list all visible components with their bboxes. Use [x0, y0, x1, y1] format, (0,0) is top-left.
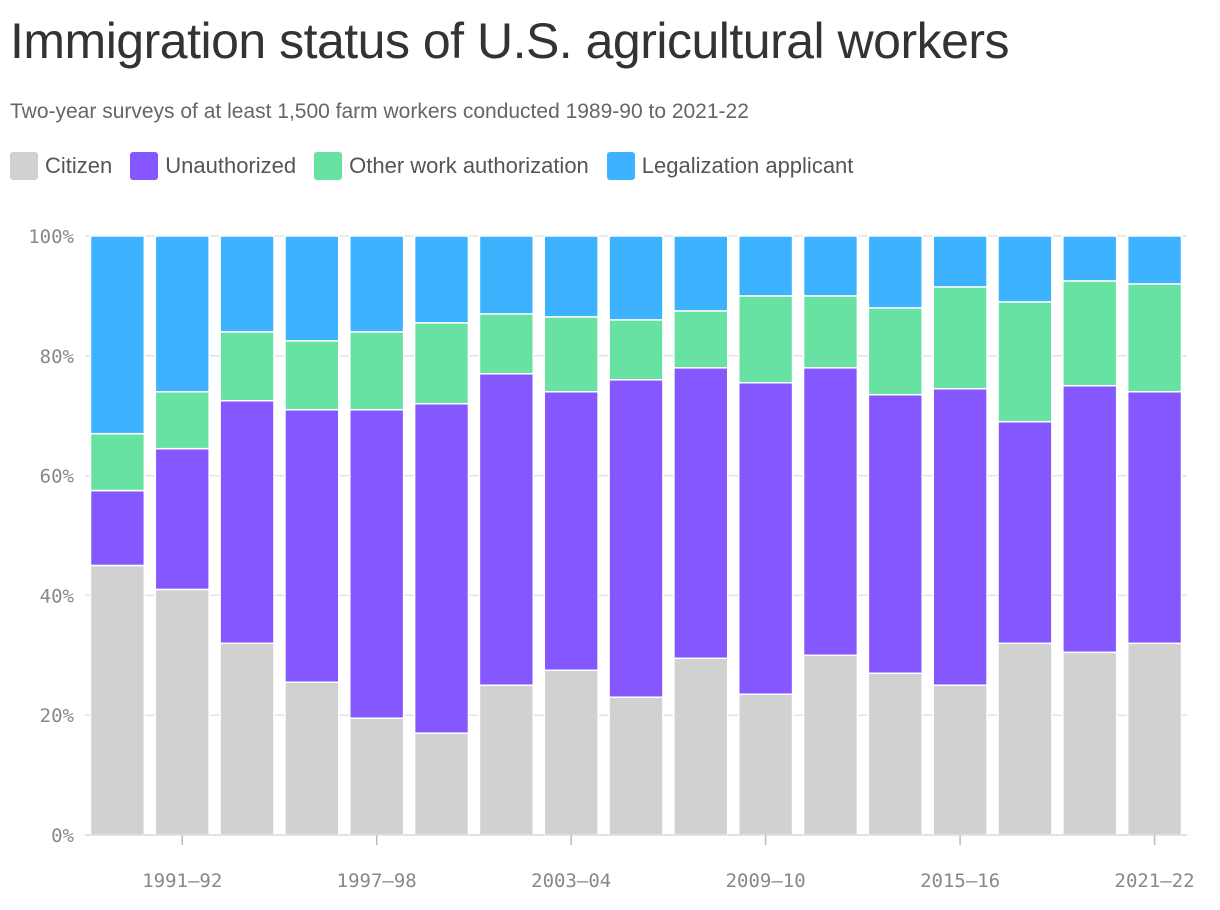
- bar-segment-citizen: [737, 693, 794, 836]
- bar-segment-citizen: [543, 669, 599, 836]
- bar-segment-legalization-applicant: [932, 235, 988, 288]
- bar-segment-unauthorized: [349, 408, 405, 719]
- x-tick-label: 2021–22: [1115, 870, 1195, 892]
- legend-label-citizen: Citizen: [45, 153, 113, 178]
- bar-segment-unauthorized: [89, 489, 146, 567]
- bar-segment-legalization-applicant: [1126, 235, 1183, 285]
- bar-segment-legalization-applicant: [413, 235, 470, 324]
- legend: Citizen Unauthorized Other work authoriz…: [10, 152, 853, 180]
- bar-segment-legalization-applicant: [1062, 235, 1118, 282]
- bar-segment-other-work-authorization: [802, 295, 859, 369]
- bar-segment-citizen: [89, 564, 146, 836]
- bar-segment-legalization-applicant: [284, 235, 340, 342]
- bar-segment-unauthorized: [997, 420, 1053, 645]
- legend-swatch-other-work-authorization: [314, 152, 343, 180]
- y-tick-label: 0%: [51, 825, 74, 847]
- bar-segment-legalization-applicant: [737, 235, 794, 297]
- legend-label-other-work-authorization: Other work authorization: [349, 153, 589, 178]
- bar-segment-unauthorized: [1126, 390, 1183, 645]
- bars: [89, 235, 1183, 836]
- bar-segment-other-work-authorization: [413, 322, 470, 405]
- bar-segment-legalization-applicant: [608, 235, 664, 321]
- x-tick-label: 1991–92: [142, 870, 222, 892]
- bar-segment-other-work-authorization: [1062, 280, 1118, 387]
- y-tick-label: 100%: [28, 226, 74, 248]
- x-tick-label: 1997–98: [337, 870, 417, 892]
- bar-segment-other-work-authorization: [608, 319, 664, 381]
- bar-segment-unauthorized: [413, 402, 470, 734]
- bar-segment-other-work-authorization: [219, 331, 275, 402]
- bar-segment-citizen: [154, 588, 210, 836]
- bar-segment-unauthorized: [284, 408, 340, 684]
- bar-segment-other-work-authorization: [932, 286, 988, 390]
- bar-segment-unauthorized: [478, 373, 535, 686]
- bar-segment-legalization-applicant: [802, 235, 859, 297]
- y-axis: 100% 80% 60% 40% 20% 0%: [28, 226, 74, 847]
- x-tick-label: 2015–16: [920, 870, 1000, 892]
- bar-segment-unauthorized: [737, 382, 794, 695]
- bar-segment-other-work-authorization: [89, 432, 146, 492]
- legend-swatch-unauthorized: [130, 152, 159, 180]
- legend-label-unauthorized: Unauthorized: [165, 153, 297, 178]
- bar-segment-legalization-applicant: [997, 235, 1053, 303]
- bar-segment-unauthorized: [673, 367, 729, 660]
- y-tick-label: 80%: [40, 346, 75, 368]
- bar-segment-unauthorized: [608, 379, 664, 698]
- x-axis: 1991–92 1997–98 2003–04 2009–10 2015–16 2021–…: [85, 834, 1195, 892]
- bar-segment-other-work-authorization: [478, 313, 535, 375]
- legend-item-legalization-applicant: Legalization applicant: [606, 152, 854, 180]
- bar-segment-unauthorized: [867, 393, 923, 675]
- bar-segment-citizen: [802, 654, 859, 836]
- bar-segment-other-work-authorization: [349, 331, 405, 411]
- bar-segment-legalization-applicant: [154, 235, 210, 393]
- bar-segment-citizen: [284, 681, 340, 836]
- bar-segment-citizen: [608, 696, 664, 836]
- legend-item-citizen: Citizen: [10, 152, 112, 180]
- bar-segment-unauthorized: [154, 447, 210, 591]
- x-tick-label: 2003–04: [531, 870, 611, 892]
- bar-segment-citizen: [1126, 642, 1183, 836]
- legend-label-legalization-applicant: Legalization applicant: [641, 153, 854, 178]
- bar-segment-unauthorized: [932, 387, 988, 686]
- bar-segment-other-work-authorization: [673, 310, 729, 369]
- bar-segment-legalization-applicant: [673, 235, 729, 312]
- bar-segment-unauthorized: [219, 399, 275, 645]
- bar-segment-citizen: [413, 732, 470, 836]
- bar-segment-legalization-applicant: [219, 235, 275, 333]
- bar-segment-citizen: [219, 642, 275, 836]
- bar-segment-other-work-authorization: [284, 340, 340, 411]
- bar-segment-other-work-authorization: [543, 316, 599, 393]
- bar-segment-other-work-authorization: [867, 307, 923, 396]
- bar-segment-citizen: [673, 657, 729, 836]
- legend-swatch-citizen: [10, 152, 38, 180]
- chart-title: Immigration status of U.S. agricultural …: [10, 13, 1010, 69]
- bar-segment-legalization-applicant: [349, 235, 405, 333]
- bar-segment-legalization-applicant: [867, 235, 923, 309]
- legend-item-other-work-authorization: Other work authorization: [314, 152, 589, 180]
- bar-segment-citizen: [932, 684, 988, 836]
- bar-segment-unauthorized: [543, 390, 599, 672]
- bar-segment-other-work-authorization: [154, 390, 210, 450]
- bar-segment-other-work-authorization: [1126, 283, 1183, 393]
- y-tick-label: 20%: [40, 705, 75, 727]
- y-tick-label: 60%: [40, 466, 75, 488]
- bar-segment-legalization-applicant: [543, 235, 599, 318]
- bar-segment-citizen: [997, 642, 1053, 836]
- legend-swatch-legalization-applicant: [606, 152, 635, 180]
- y-tick-label: 40%: [40, 585, 75, 607]
- bar-segment-other-work-authorization: [997, 301, 1053, 423]
- legend-item-unauthorized: Unauthorized: [130, 152, 296, 180]
- bar-segment-citizen: [349, 717, 405, 836]
- bar-segment-citizen: [867, 672, 923, 836]
- bar-segment-legalization-applicant: [89, 235, 146, 435]
- bar-segment-unauthorized: [802, 367, 859, 657]
- bar-segment-legalization-applicant: [478, 235, 535, 315]
- bar-segment-citizen: [1062, 651, 1118, 836]
- bar-segment-other-work-authorization: [737, 295, 794, 384]
- bar-segment-unauthorized: [1062, 385, 1118, 654]
- bar-segment-citizen: [478, 684, 535, 836]
- x-tick-label: 2009–10: [726, 870, 806, 892]
- chart-subtitle: Two-year surveys of at least 1,500 farm …: [10, 100, 749, 123]
